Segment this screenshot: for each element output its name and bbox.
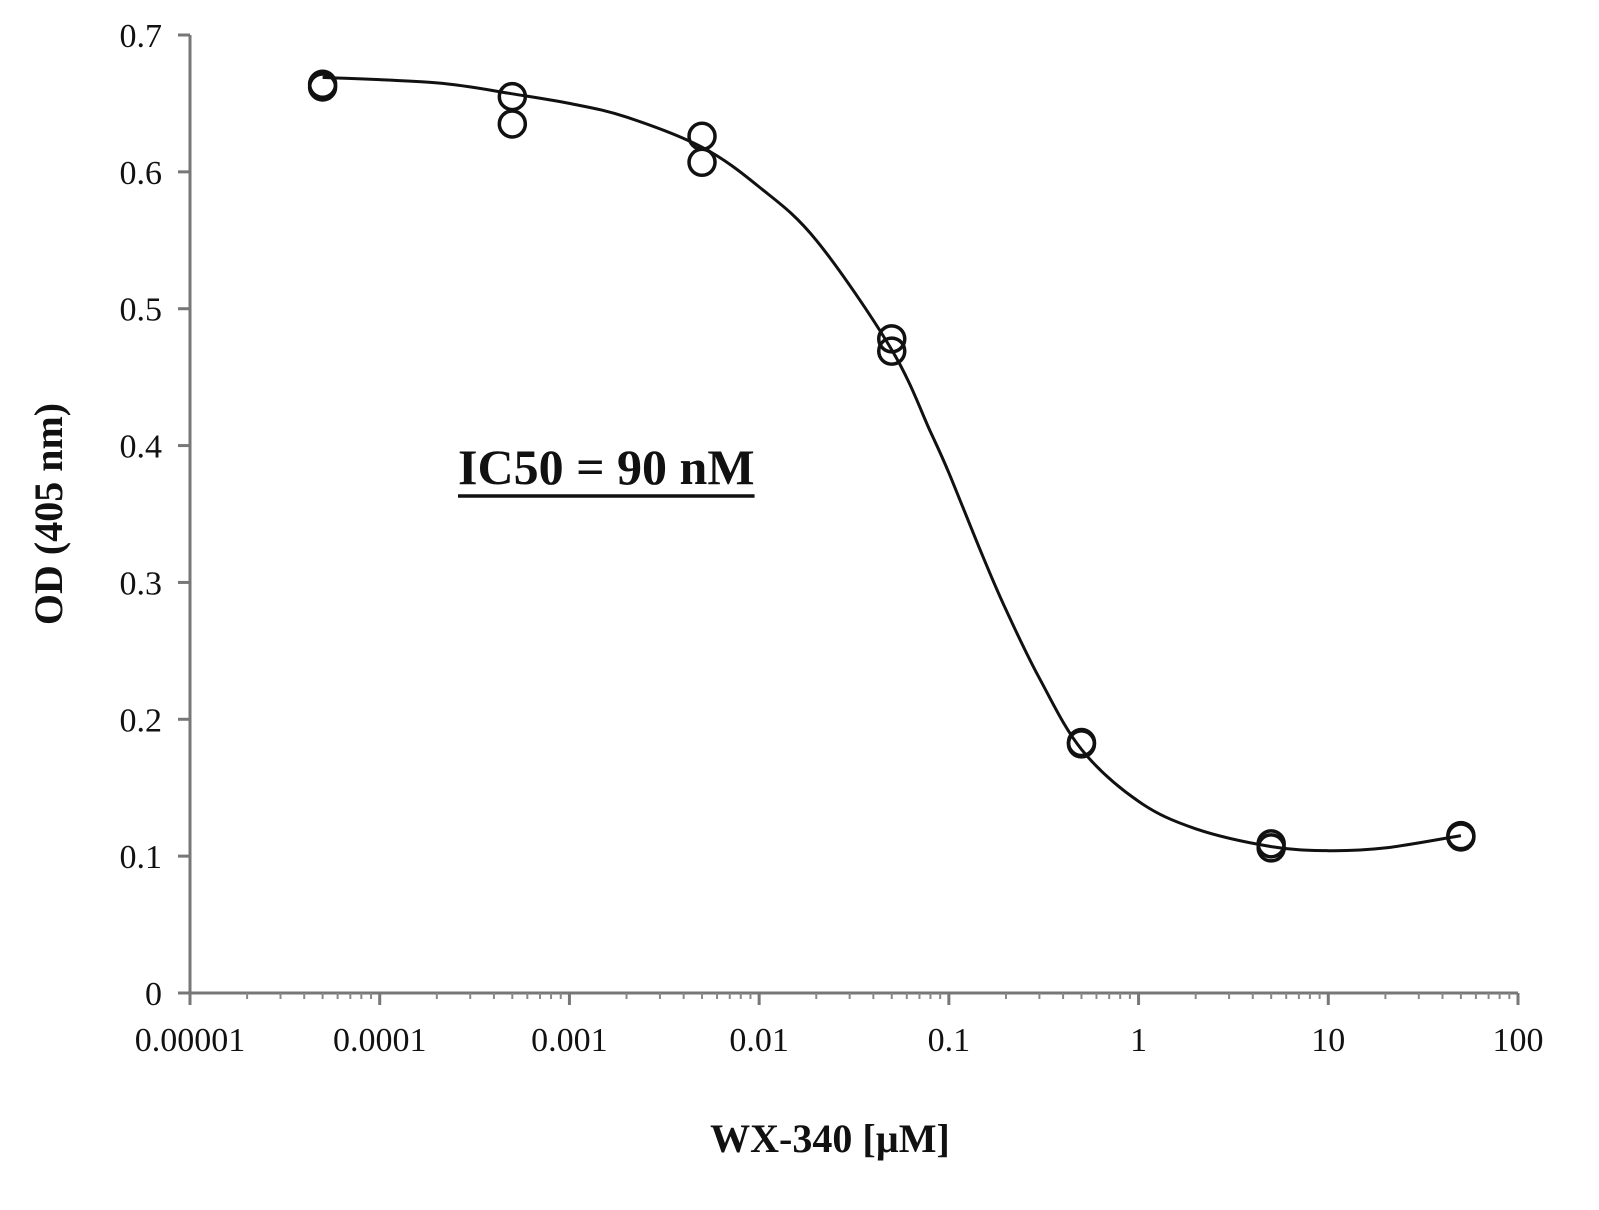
data-point: [497, 109, 528, 139]
data-point: [1066, 729, 1097, 759]
x-axis-title: WX-340 [µM]: [710, 1116, 950, 1161]
x-tick-label: 10: [1311, 1022, 1345, 1059]
y-tick-label: 0.3: [120, 565, 163, 602]
data-point: [1446, 822, 1476, 852]
y-tick-label: 0: [145, 976, 162, 1013]
y-axis-title: OD (405 nm): [26, 403, 71, 625]
ic50-annotation: IC50 = 90 nM: [458, 439, 755, 495]
y-tick-label: 0.7: [120, 18, 163, 55]
x-tick-label: 0.0001: [333, 1022, 427, 1059]
x-tick-label: 0.001: [531, 1022, 608, 1059]
x-tick-label: 0.01: [729, 1022, 789, 1059]
data-point: [1256, 833, 1286, 863]
data-point: [876, 324, 907, 354]
x-tick-label: 0.1: [928, 1022, 971, 1059]
fit-curve: [322, 75, 1462, 853]
y-tick-label: 0.4: [120, 429, 163, 466]
y-tick-label: 0.5: [120, 292, 163, 329]
fit-curve-group: [322, 75, 1462, 853]
x-tick-label: 0.00001: [135, 1022, 246, 1059]
x-tick-label: 100: [1493, 1022, 1544, 1059]
y-tick-label: 0.2: [120, 702, 163, 739]
data-point: [687, 147, 717, 178]
axes: [188, 35, 1518, 995]
data-point: [687, 121, 717, 152]
data-point: [307, 69, 338, 100]
x-ticks: 0.00001 0.0001 0.001 0.01 0.1 1 10 100: [135, 993, 1544, 1059]
data-point: [876, 336, 907, 366]
y-tick-label: 0.6: [120, 155, 163, 192]
data-points: [307, 69, 1476, 863]
y-ticks: 0 0.1 0.2 0.3 0.4 0.5 0.6 0.7: [120, 18, 190, 1013]
y-tick-label: 0.1: [120, 839, 163, 876]
x-minor-ticks: [246, 993, 1511, 999]
x-tick-label: 1: [1130, 1022, 1147, 1059]
